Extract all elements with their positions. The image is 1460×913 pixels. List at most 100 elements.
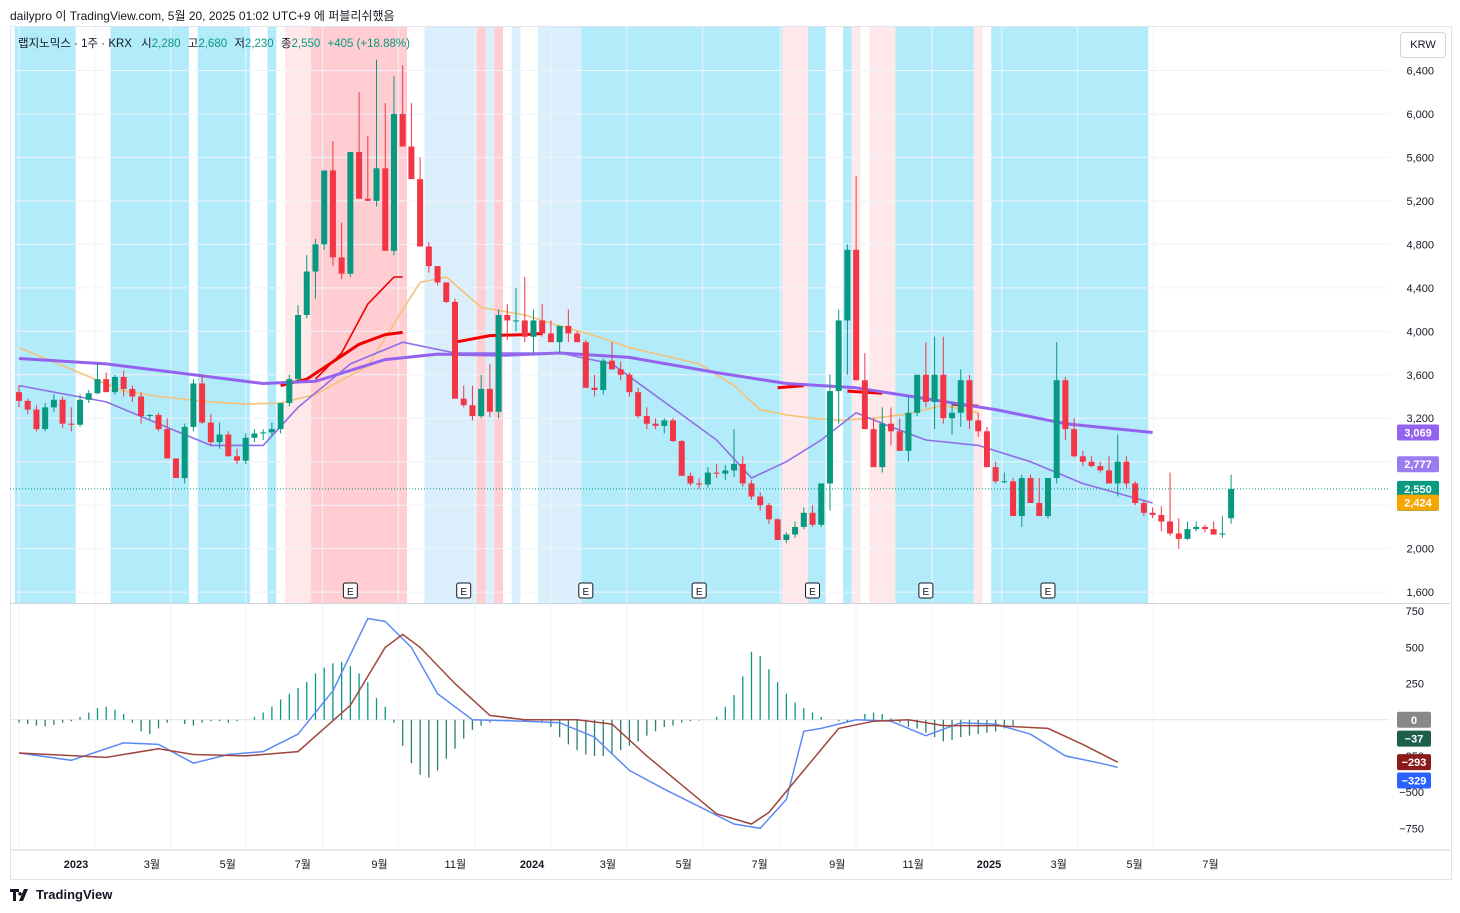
macd-tag-label: −37 xyxy=(1405,734,1424,746)
candle-body xyxy=(792,526,799,535)
earnings-marker xyxy=(342,582,358,599)
price-tick-label: 4,400 xyxy=(1406,283,1434,295)
candle-body xyxy=(818,483,825,525)
candle-body xyxy=(347,151,354,274)
candle-body xyxy=(1184,529,1191,539)
background-zones xyxy=(14,27,1149,603)
high-label: 고 xyxy=(187,38,199,50)
candle-body xyxy=(652,423,659,426)
candle-body xyxy=(739,463,746,484)
background-zone xyxy=(869,27,896,603)
candle-body xyxy=(1149,512,1156,515)
background-zone xyxy=(110,27,190,603)
low-value: 2,230 xyxy=(244,38,274,50)
candles xyxy=(10,59,1390,549)
candle-body xyxy=(373,168,380,201)
price-tag-label: 2,550 xyxy=(1404,484,1432,496)
candle-body xyxy=(207,422,214,443)
time-tick-label: 2025 xyxy=(977,859,1001,871)
candle-body xyxy=(59,399,66,424)
earnings-marker-label: E xyxy=(696,587,703,598)
price-tag xyxy=(1397,424,1439,441)
close-label: 종 xyxy=(280,38,292,50)
candle-body xyxy=(242,437,249,461)
candle-body xyxy=(704,472,711,485)
candle-body xyxy=(635,392,642,417)
macd-tag-label: −293 xyxy=(1402,757,1427,769)
candle-body xyxy=(835,320,842,392)
candle-body xyxy=(155,414,162,430)
candle-body xyxy=(783,534,790,540)
candle-body xyxy=(1140,503,1147,513)
candle-body xyxy=(1219,533,1226,535)
candle-body xyxy=(94,379,101,394)
candle-body xyxy=(539,320,546,334)
candle-body xyxy=(582,342,589,388)
candle-body xyxy=(111,376,118,393)
price-tag xyxy=(1397,456,1439,473)
candle-body xyxy=(216,434,223,443)
candle-body xyxy=(146,414,153,417)
candle-body xyxy=(992,467,999,482)
candle-body xyxy=(408,146,415,180)
earnings-marker xyxy=(1040,582,1056,599)
candle-body xyxy=(129,388,136,397)
candle-body xyxy=(1132,483,1139,504)
candle-body xyxy=(1201,526,1208,530)
close-value: 2,550 xyxy=(291,38,321,50)
time-tick-label: 5월 xyxy=(220,858,236,871)
candle-body xyxy=(181,426,188,479)
high-value: 2,680 xyxy=(198,38,228,50)
candle-body xyxy=(731,463,738,471)
candle-body xyxy=(931,374,938,402)
candle-body xyxy=(1044,478,1051,517)
candle-body xyxy=(1114,461,1121,484)
candle-body xyxy=(748,483,755,497)
time-tick-label: 5월 xyxy=(1126,858,1142,871)
earnings-marker-label: E xyxy=(582,587,589,598)
macd-line xyxy=(18,617,1118,830)
candle-body xyxy=(844,249,851,321)
candle-body xyxy=(268,429,275,433)
background-zone xyxy=(991,27,1149,603)
candle-body xyxy=(687,475,694,484)
candle-body xyxy=(42,407,49,430)
candle-body xyxy=(914,374,921,413)
candle-body xyxy=(530,320,537,337)
candle-body xyxy=(225,434,232,457)
candle-body xyxy=(1079,456,1086,462)
symbol-name: 랩지노믹스 · 1주 · KRX xyxy=(18,38,132,50)
earnings-marker-label: E xyxy=(809,587,816,598)
tradingview-logo-text: TradingView xyxy=(36,887,113,902)
earnings-marker xyxy=(805,582,821,599)
time-tick-label: 11월 xyxy=(902,858,924,871)
chart-frame xyxy=(10,26,1452,880)
candle-body xyxy=(399,113,406,147)
candle-body xyxy=(460,398,467,406)
candle-body xyxy=(434,266,441,283)
candle-body xyxy=(879,423,886,468)
candle-body xyxy=(556,325,563,343)
candle-body xyxy=(521,320,528,337)
candle-body xyxy=(800,512,807,527)
candle-body xyxy=(1088,461,1095,467)
tradingview-logo[interactable]: TradingView xyxy=(10,887,112,902)
candle-body xyxy=(138,396,145,417)
background-zone xyxy=(476,27,486,603)
background-zone xyxy=(197,27,251,603)
earnings-marker xyxy=(691,582,707,599)
macd-tick-label: 250 xyxy=(1406,679,1424,691)
currency-button[interactable]: KRW xyxy=(1400,32,1446,58)
candle-body xyxy=(574,333,581,343)
earnings-marker xyxy=(456,582,472,599)
candle-body xyxy=(888,423,894,432)
candle-body xyxy=(417,179,424,247)
open-value: 2,280 xyxy=(151,38,181,50)
candle-body xyxy=(190,383,197,427)
time-axis: 2023 3월 5월 7월 9월 11월 2024 3월 5월 7월 9월 11월 2025 3월 5월 7월 xyxy=(10,849,1450,871)
candle-body xyxy=(975,420,982,432)
time-tick-label: 3월 xyxy=(144,858,160,871)
candle-body xyxy=(826,391,833,484)
candle-body xyxy=(565,325,572,334)
